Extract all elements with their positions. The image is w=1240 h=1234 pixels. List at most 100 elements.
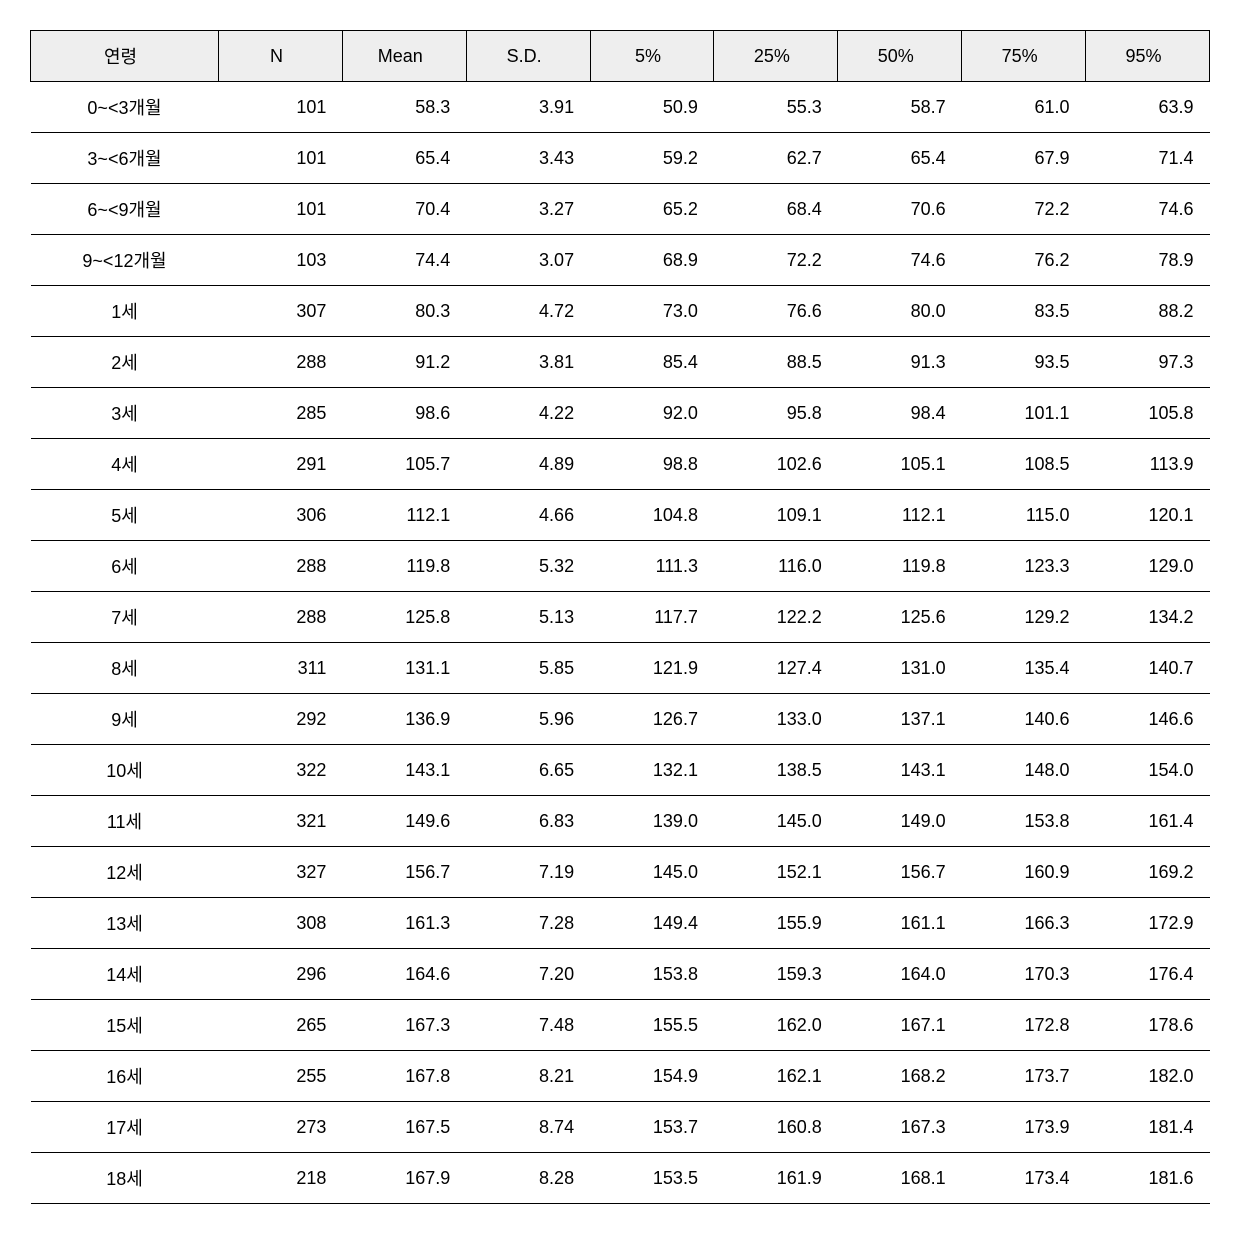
cell-value: 155.9 — [714, 898, 838, 949]
cell-value: 55.3 — [714, 82, 838, 133]
cell-value: 71.4 — [1086, 133, 1210, 184]
cell-value: 8.28 — [466, 1153, 590, 1204]
cell-value: 273 — [219, 1102, 343, 1153]
cell-value: 121.9 — [590, 643, 714, 694]
cell-value: 178.6 — [1086, 1000, 1210, 1051]
cell-value: 126.7 — [590, 694, 714, 745]
cell-value: 63.9 — [1086, 82, 1210, 133]
cell-value: 167.1 — [838, 1000, 962, 1051]
col-p50: 50% — [838, 31, 962, 82]
cell-value: 139.0 — [590, 796, 714, 847]
cell-value: 146.6 — [1086, 694, 1210, 745]
cell-value: 123.3 — [962, 541, 1086, 592]
cell-value: 156.7 — [342, 847, 466, 898]
cell-value: 98.8 — [590, 439, 714, 490]
cell-age: 5세 — [31, 490, 219, 541]
cell-value: 5.13 — [466, 592, 590, 643]
cell-age: 10세 — [31, 745, 219, 796]
cell-value: 76.2 — [962, 235, 1086, 286]
cell-value: 322 — [219, 745, 343, 796]
cell-value: 112.1 — [342, 490, 466, 541]
cell-value: 93.5 — [962, 337, 1086, 388]
cell-age: 6~<9개월 — [31, 184, 219, 235]
cell-value: 143.1 — [342, 745, 466, 796]
cell-value: 67.9 — [962, 133, 1086, 184]
cell-value: 88.5 — [714, 337, 838, 388]
cell-value: 4.22 — [466, 388, 590, 439]
cell-value: 136.9 — [342, 694, 466, 745]
cell-value: 3.43 — [466, 133, 590, 184]
cell-value: 105.1 — [838, 439, 962, 490]
cell-value: 133.0 — [714, 694, 838, 745]
cell-value: 153.7 — [590, 1102, 714, 1153]
cell-value: 161.1 — [838, 898, 962, 949]
cell-age: 18세 — [31, 1153, 219, 1204]
cell-value: 137.1 — [838, 694, 962, 745]
cell-value: 167.3 — [342, 1000, 466, 1051]
cell-value: 7.20 — [466, 949, 590, 1000]
table-row: 4세291105.74.8998.8102.6105.1108.5113.9 — [31, 439, 1210, 490]
cell-value: 156.7 — [838, 847, 962, 898]
cell-value: 125.8 — [342, 592, 466, 643]
cell-value: 91.2 — [342, 337, 466, 388]
cell-value: 101 — [219, 133, 343, 184]
cell-age: 12세 — [31, 847, 219, 898]
cell-value: 113.9 — [1086, 439, 1210, 490]
cell-age: 17세 — [31, 1102, 219, 1153]
cell-value: 148.0 — [962, 745, 1086, 796]
cell-age: 14세 — [31, 949, 219, 1000]
cell-value: 169.2 — [1086, 847, 1210, 898]
cell-value: 170.3 — [962, 949, 1086, 1000]
cell-value: 5.32 — [466, 541, 590, 592]
cell-value: 68.4 — [714, 184, 838, 235]
cell-value: 91.3 — [838, 337, 962, 388]
cell-value: 168.1 — [838, 1153, 962, 1204]
col-mean: Mean — [342, 31, 466, 82]
cell-value: 140.6 — [962, 694, 1086, 745]
cell-value: 97.3 — [1086, 337, 1210, 388]
cell-value: 125.6 — [838, 592, 962, 643]
cell-value: 149.6 — [342, 796, 466, 847]
cell-value: 154.9 — [590, 1051, 714, 1102]
cell-value: 176.4 — [1086, 949, 1210, 1000]
cell-value: 119.8 — [838, 541, 962, 592]
table-row: 0~<3개월10158.33.9150.955.358.761.063.9 — [31, 82, 1210, 133]
cell-value: 58.3 — [342, 82, 466, 133]
cell-value: 3.81 — [466, 337, 590, 388]
cell-value: 181.6 — [1086, 1153, 1210, 1204]
cell-value: 173.7 — [962, 1051, 1086, 1102]
cell-value: 95.8 — [714, 388, 838, 439]
cell-value: 74.6 — [1086, 184, 1210, 235]
cell-value: 159.3 — [714, 949, 838, 1000]
cell-value: 145.0 — [590, 847, 714, 898]
table-row: 11세321149.66.83139.0145.0149.0153.8161.4 — [31, 796, 1210, 847]
cell-value: 129.0 — [1086, 541, 1210, 592]
cell-value: 4.66 — [466, 490, 590, 541]
cell-value: 70.6 — [838, 184, 962, 235]
cell-value: 112.1 — [838, 490, 962, 541]
cell-value: 73.0 — [590, 286, 714, 337]
cell-value: 83.5 — [962, 286, 1086, 337]
cell-value: 307 — [219, 286, 343, 337]
cell-value: 6.83 — [466, 796, 590, 847]
cell-value: 59.2 — [590, 133, 714, 184]
cell-value: 62.7 — [714, 133, 838, 184]
cell-age: 15세 — [31, 1000, 219, 1051]
cell-value: 5.96 — [466, 694, 590, 745]
cell-value: 70.4 — [342, 184, 466, 235]
cell-value: 85.4 — [590, 337, 714, 388]
cell-value: 308 — [219, 898, 343, 949]
cell-value: 80.3 — [342, 286, 466, 337]
cell-value: 98.4 — [838, 388, 962, 439]
cell-value: 8.21 — [466, 1051, 590, 1102]
table-row: 12세327156.77.19145.0152.1156.7160.9169.2 — [31, 847, 1210, 898]
cell-value: 105.8 — [1086, 388, 1210, 439]
cell-value: 173.4 — [962, 1153, 1086, 1204]
cell-value: 119.8 — [342, 541, 466, 592]
cell-value: 265 — [219, 1000, 343, 1051]
cell-value: 288 — [219, 337, 343, 388]
cell-value: 58.7 — [838, 82, 962, 133]
cell-value: 108.5 — [962, 439, 1086, 490]
cell-value: 296 — [219, 949, 343, 1000]
cell-value: 3.91 — [466, 82, 590, 133]
